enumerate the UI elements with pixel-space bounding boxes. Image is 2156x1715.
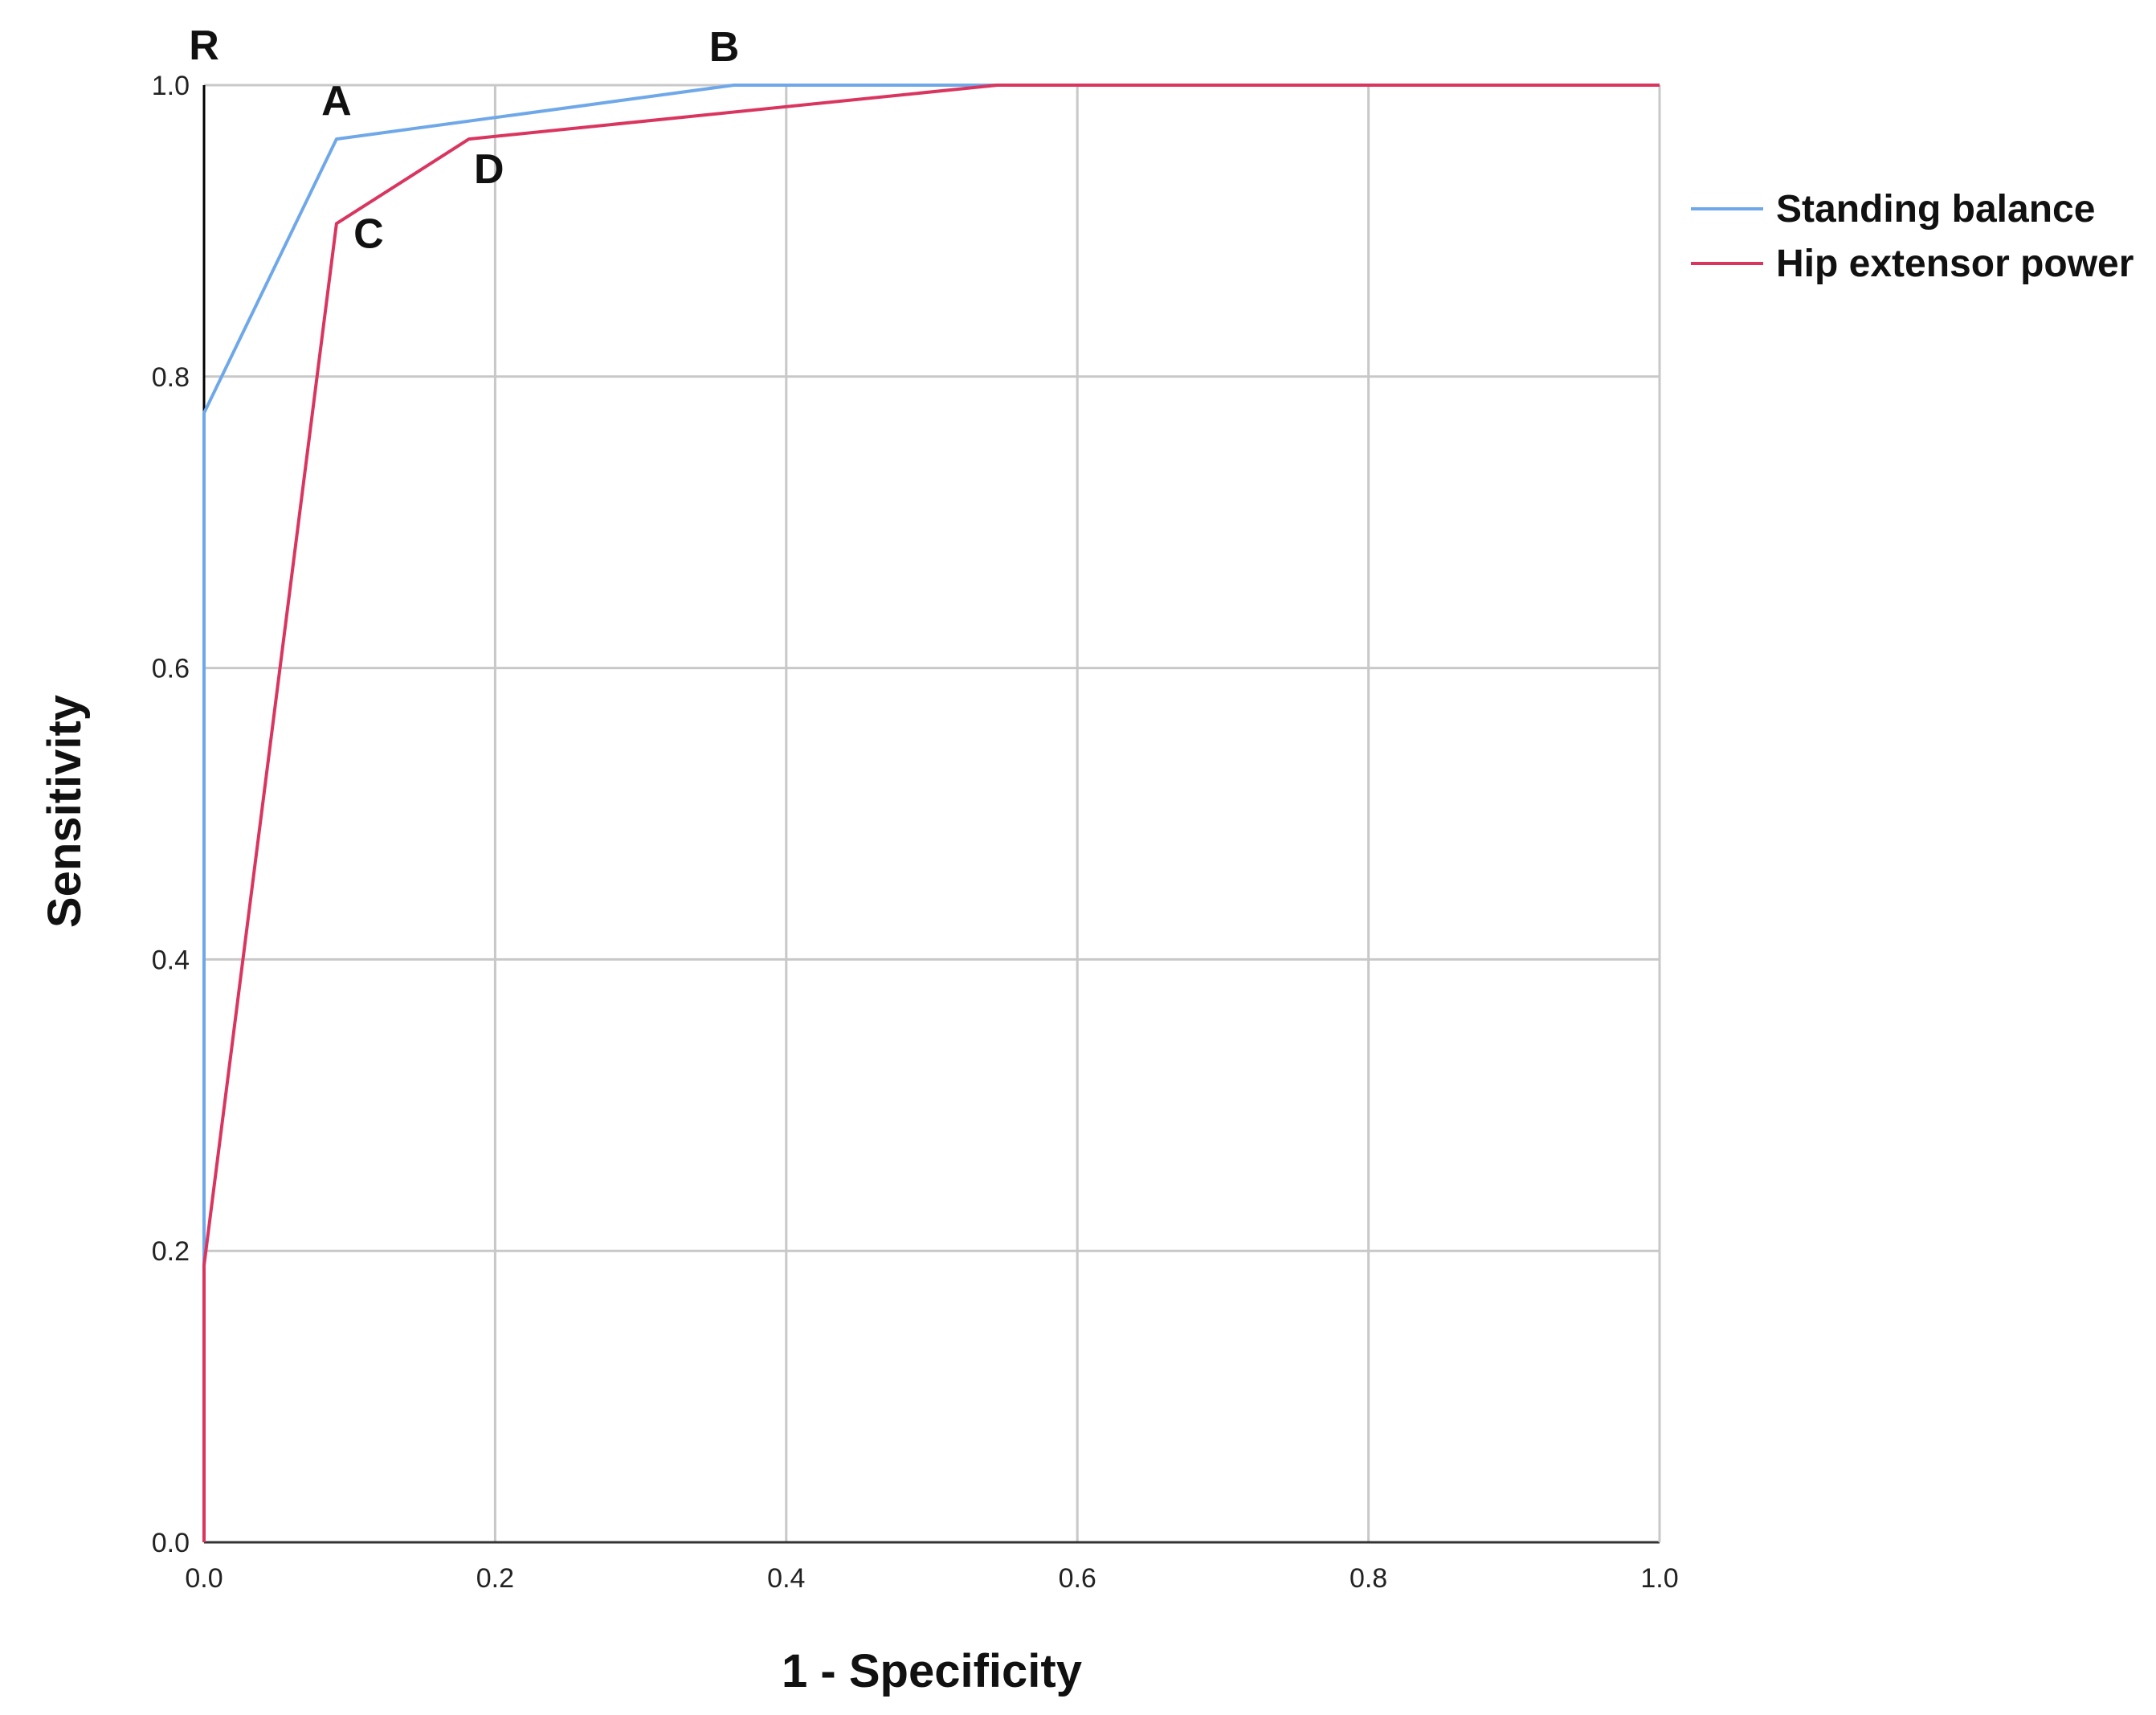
y-axis-title: Sensitivity [39, 695, 91, 928]
legend-label-1: Standing balance [1776, 188, 2095, 231]
y-tick-label: 0.2 [152, 1236, 190, 1267]
point-label-R: R [189, 22, 219, 69]
point-label-A: A [321, 78, 352, 125]
y-tick-label: 0.4 [152, 945, 190, 975]
y-tick-label: 1.0 [152, 71, 190, 101]
point-label-D: D [474, 146, 504, 193]
series-lines [202, 84, 1660, 1542]
series-line-2 [202, 84, 1660, 1542]
tick-labels: 0.0 0.2 0.4 0.6 0.8 1.0 0.0 0.2 0.4 0.6 0.8 1.0 [152, 71, 1679, 1594]
legend-label-2: Hip extensor power [1776, 243, 2134, 285]
x-tick-label: 0.8 [1350, 1563, 1387, 1594]
point-label-B: B [709, 24, 740, 71]
x-tick-label: 0.4 [767, 1563, 805, 1594]
x-tick-label: 0.0 [185, 1563, 223, 1594]
legend: Standing balance Hip extensor power [1691, 188, 2134, 285]
y-tick-label: 0.0 [152, 1528, 190, 1558]
point-label-C: C [353, 210, 384, 257]
grid-lines [202, 84, 1661, 1544]
x-axis-title: 1 - Specificity [782, 1645, 1082, 1697]
y-tick-label: 0.8 [152, 362, 190, 393]
y-tick-label: 0.6 [152, 654, 190, 684]
point-annotations: R A B C D [189, 22, 739, 257]
x-tick-label: 1.0 [1640, 1563, 1678, 1594]
x-tick-label: 0.6 [1059, 1563, 1096, 1594]
x-tick-label: 0.2 [476, 1563, 514, 1594]
